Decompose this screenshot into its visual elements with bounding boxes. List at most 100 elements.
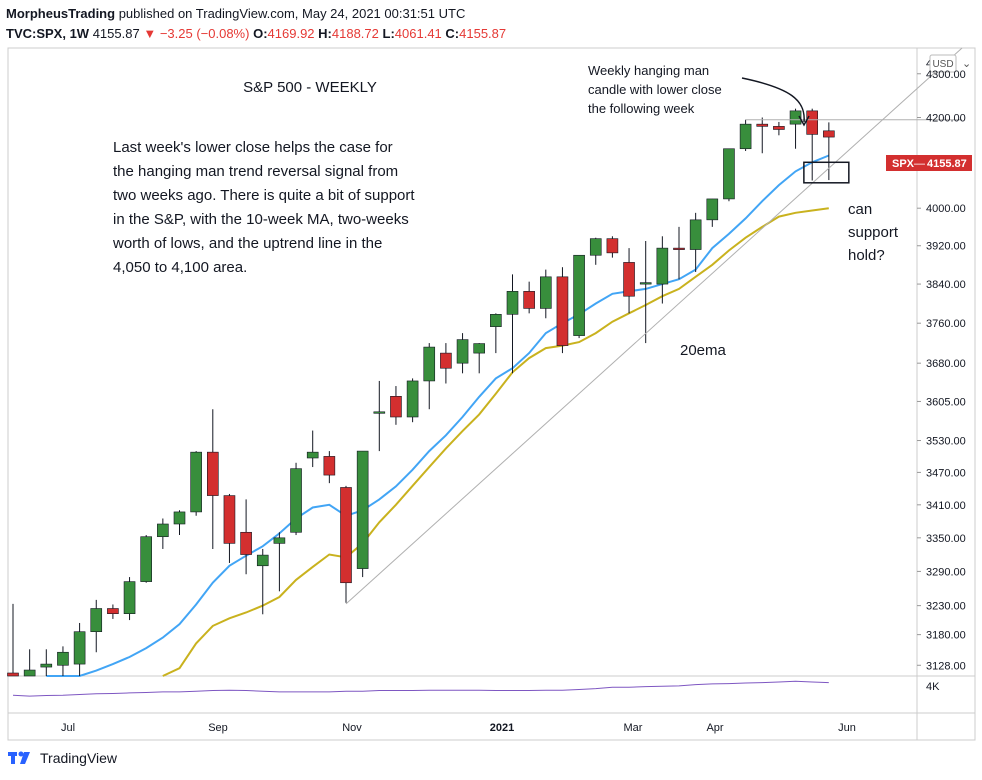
time-label-2021: 2021: [490, 722, 514, 734]
candle[interactable]: [756, 117, 769, 154]
symbol-label[interactable]: TVC:SPX, 1W: [6, 26, 90, 41]
candle[interactable]: [390, 386, 402, 425]
ohlc-close: C:4155.87: [445, 26, 507, 41]
chart-frame: [7, 47, 976, 741]
note-line: can: [848, 201, 872, 218]
candle[interactable]: [323, 451, 336, 484]
candle[interactable]: [656, 236, 669, 304]
change-value: −3.25 (−0.08%): [159, 26, 250, 41]
uptrend-line[interactable]: [345, 47, 963, 605]
candle[interactable]: [456, 333, 469, 374]
candle-body-down: [623, 262, 635, 297]
price-tick-label: 3530.00: [926, 436, 966, 448]
candle[interactable]: [223, 493, 236, 563]
candle[interactable]: [340, 485, 352, 603]
candle[interactable]: [140, 535, 152, 583]
chevron-down-icon[interactable]: ⌄: [962, 58, 971, 70]
price-tick-label: 3128.00: [926, 660, 966, 672]
candle[interactable]: [723, 148, 735, 202]
hanging-man-note: Weekly hanging man candle with lower clo…: [588, 63, 722, 116]
candle-body-down: [240, 531, 252, 555]
price-tag-value: 4155.87: [927, 158, 967, 170]
candle[interactable]: [107, 604, 119, 619]
note-line: the following week: [588, 101, 695, 116]
candle-body-up: [706, 198, 719, 221]
candle[interactable]: [539, 269, 552, 319]
candle-body-down: [606, 238, 619, 254]
candle[interactable]: [440, 343, 452, 384]
currency-box[interactable]: [929, 54, 957, 73]
candle[interactable]: [157, 518, 169, 549]
candle[interactable]: [90, 599, 103, 653]
chart-header: MorpheusTrading published on TradingView…: [6, 4, 976, 44]
candles-group[interactable]: [7, 108, 835, 677]
author-name[interactable]: MorpheusTrading: [6, 6, 116, 21]
candle-body-up: [689, 219, 702, 250]
candle[interactable]: [23, 649, 36, 677]
candle[interactable]: [207, 409, 219, 549]
price-tag-symbol: SPX: [892, 158, 915, 170]
candle-body-down: [823, 130, 835, 138]
last-price: 4155.87: [92, 26, 140, 41]
candle[interactable]: [306, 430, 319, 468]
candle[interactable]: [40, 649, 53, 676]
footer-brand[interactable]: TradingView: [40, 750, 118, 766]
candle[interactable]: [473, 343, 486, 374]
candle[interactable]: [406, 378, 419, 423]
candle[interactable]: [356, 450, 369, 578]
candle[interactable]: [706, 198, 719, 227]
candle[interactable]: [190, 451, 202, 516]
candle[interactable]: [506, 274, 519, 374]
candle-body-up: [506, 291, 519, 315]
candle[interactable]: [173, 510, 186, 536]
time-label-mar: Mar: [624, 722, 643, 734]
candle[interactable]: [689, 212, 702, 273]
candle[interactable]: [373, 380, 386, 452]
time-label-jul: Jul: [61, 722, 75, 734]
candle-body-up: [423, 346, 436, 382]
candle[interactable]: [7, 603, 19, 677]
price-tick-label: 3230.00: [926, 601, 966, 613]
candle-body-up: [90, 608, 103, 633]
candle[interactable]: [57, 646, 69, 676]
candle-body-up: [723, 148, 735, 200]
candle[interactable]: [123, 577, 136, 621]
candle[interactable]: [290, 462, 302, 536]
price-tag-dash: —: [914, 158, 925, 170]
candle[interactable]: [739, 119, 752, 151]
price-axis[interactable]: 4 USD ⌄ 4300.004200.004100.004000.003920…: [886, 54, 972, 693]
candle[interactable]: [573, 254, 585, 339]
tradingview-logo-icon[interactable]: [8, 750, 34, 766]
candle[interactable]: [256, 548, 269, 615]
publish-line: MorpheusTrading published on TradingView…: [6, 4, 976, 24]
candle[interactable]: [523, 281, 535, 314]
candle[interactable]: [423, 343, 436, 410]
candle[interactable]: [673, 226, 685, 280]
candle[interactable]: [240, 499, 252, 575]
candle[interactable]: [823, 122, 835, 181]
commentary-line: 4,050 to 4,100 area.: [113, 259, 247, 276]
note-line: hold?: [848, 247, 885, 264]
candle[interactable]: [556, 267, 569, 354]
candle[interactable]: [806, 108, 819, 181]
support-box[interactable]: [803, 161, 850, 184]
commentary: Last week's lower close helps the case f…: [112, 139, 415, 276]
candle[interactable]: [623, 248, 635, 314]
candle-body-up: [140, 536, 152, 582]
candle[interactable]: [773, 121, 785, 136]
time-axis[interactable]: Jul Sep Nov 2021 Mar Apr Jun: [61, 722, 856, 734]
candle[interactable]: [639, 241, 652, 344]
candle-body-up: [273, 537, 286, 544]
candle[interactable]: [73, 622, 86, 676]
candle-body-down: [340, 487, 352, 584]
commentary-line: Last week's lower close helps the case f…: [113, 139, 393, 156]
candle[interactable]: [789, 108, 802, 149]
candle[interactable]: [606, 236, 619, 258]
price-tick-label: 4000.00: [926, 203, 966, 215]
candle[interactable]: [273, 532, 286, 592]
candle[interactable]: [589, 237, 602, 265]
note-line: support: [848, 224, 899, 241]
candle[interactable]: [490, 313, 502, 354]
candle-body-up: [190, 451, 202, 513]
